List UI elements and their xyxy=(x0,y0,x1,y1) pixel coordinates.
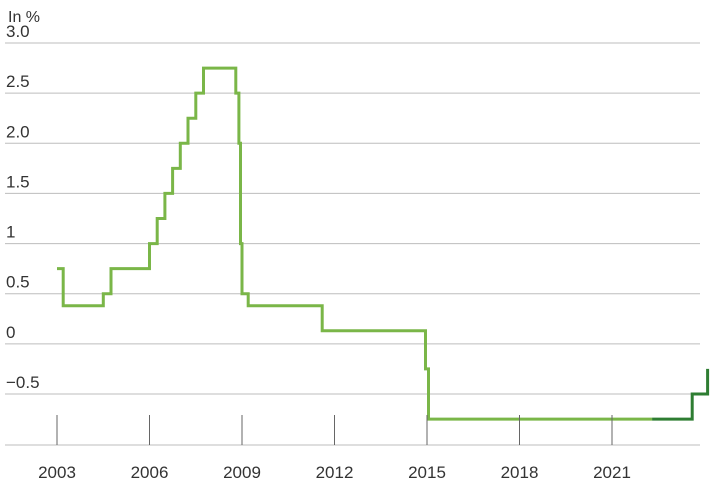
y-tick-label: 0 xyxy=(6,323,15,342)
y-tick-label: −0.5 xyxy=(6,373,40,392)
x-tick-label: 2015 xyxy=(408,463,446,482)
series-line xyxy=(652,368,710,421)
series-group xyxy=(57,66,710,421)
x-tick-label: 2006 xyxy=(131,463,169,482)
y-tick-label: 2.5 xyxy=(6,72,30,91)
x-tick-label: 2009 xyxy=(223,463,261,482)
x-tick-label: 2003 xyxy=(38,463,76,482)
x-tick-label: 2021 xyxy=(593,463,631,482)
y-tick-label: 1 xyxy=(6,223,15,242)
series-line xyxy=(57,66,653,421)
x-tick-label: 2018 xyxy=(501,463,539,482)
x-tick-label: 2012 xyxy=(316,463,354,482)
y-axis-label: In % xyxy=(8,9,40,26)
y-tick-label: 2.0 xyxy=(6,122,30,141)
y-tick-label: 3.0 xyxy=(6,22,30,41)
x-axis: 2003 2006 2009 2012 2015 2018 2021 xyxy=(5,415,700,482)
grid xyxy=(5,42,700,395)
y-axis: 3.0 2.5 2.0 1.5 1 0.5 0 −0.5 xyxy=(6,22,40,392)
y-tick-label: 1.5 xyxy=(6,172,30,191)
y-tick-label: 0.5 xyxy=(6,273,30,292)
